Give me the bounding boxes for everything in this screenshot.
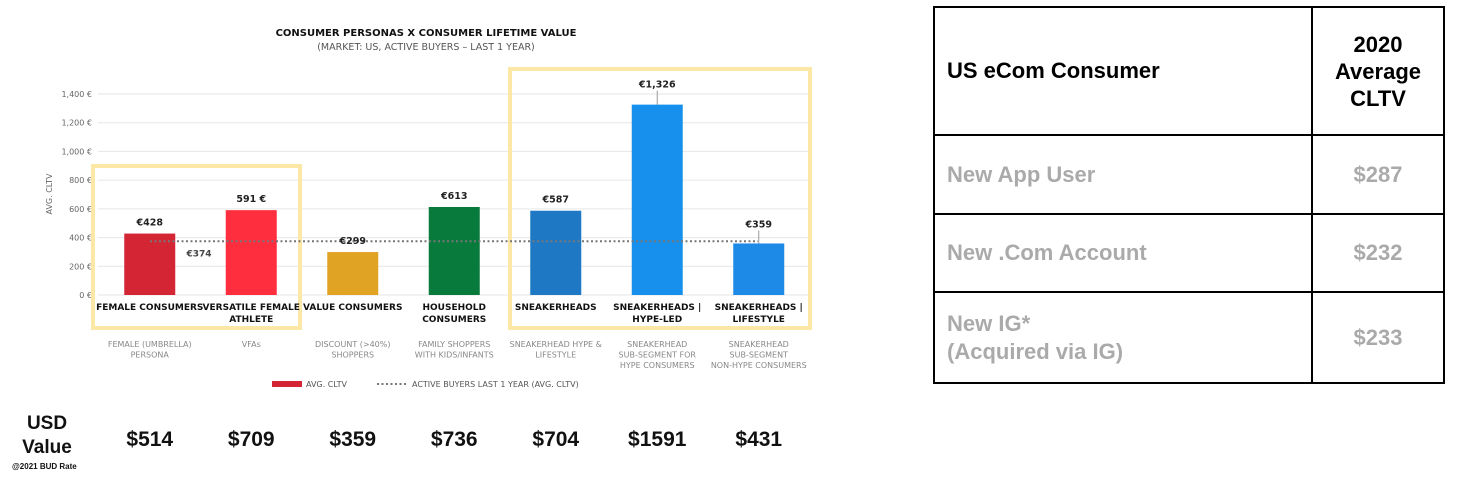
highlight-box-female — [91, 164, 302, 330]
chart-subtitle: (MARKET: US, ACTIVE BUYERS – LAST 1 YEAR… — [317, 42, 535, 53]
y-tick-label: 400 € — [69, 234, 92, 243]
usd-value-title: USD Value — [14, 412, 80, 460]
bar — [225, 210, 277, 295]
y-axis-label: AVG. CLTV — [45, 173, 54, 215]
row-label: New App User — [933, 134, 1313, 215]
table-row: New App User $287 — [933, 134, 1445, 215]
y-tick-label: 1,000 € — [61, 147, 92, 156]
table-header-label: US eCom Consumer — [933, 6, 1313, 136]
bar — [733, 243, 785, 295]
x-sub-label: NON-HYPE CONSUMERS — [711, 361, 807, 370]
x-tick-label: VERSATILE FEMALE — [203, 303, 300, 313]
header-value-line1: 2020 — [1353, 31, 1403, 57]
highlight-box-sneakerheads — [508, 67, 812, 330]
y-tick-label: 1,400 € — [61, 90, 92, 99]
x-sub-label: SUB-SEGMENT — [730, 351, 789, 360]
bar — [530, 210, 582, 295]
bar-value-label: €359 — [745, 219, 772, 230]
x-tick-label: HOUSEHOLD — [422, 303, 486, 313]
x-sub-label: SNEAKERHEAD HYPE & — [510, 340, 602, 349]
x-tick-label: SNEAKERHEADS | — [613, 303, 701, 313]
header-value-line3: CLTV — [1350, 85, 1406, 111]
y-tick-label: 0 € — [79, 291, 92, 300]
row-value: $232 — [1311, 213, 1445, 293]
highlight-boxes — [91, 67, 812, 330]
row-value: $287 — [1311, 134, 1445, 215]
row-label-line1: New IG* — [947, 310, 1031, 336]
reference-line-label: €374 — [185, 249, 211, 259]
y-tick-label: 600 € — [69, 205, 92, 214]
x-sub-label: HYPE CONSUMERS — [620, 361, 695, 370]
x-sub-label: WITH KIDS/INFANTS — [415, 351, 494, 360]
usd-rate-note: @2021 BUD Rate — [12, 462, 77, 471]
chart-title: CONSUMER PERSONAS X CONSUMER LIFETIME VA… — [276, 28, 577, 39]
table-header-value: 2020 Average CLTV — [1311, 6, 1445, 136]
bar — [327, 252, 379, 295]
legend-swatch-avg-cltv — [272, 381, 302, 387]
bar-value-label: €587 — [542, 195, 569, 206]
x-sub-label: SNEAKERHEAD — [627, 340, 687, 349]
x-sub-label: VFAs — [242, 340, 261, 349]
cltv-bar-chart: CONSUMER PERSONAS X CONSUMER LIFETIME VA… — [45, 28, 812, 389]
x-sub-label: SUB-SEGMENT FOR — [619, 351, 697, 360]
y-tick-label: 200 € — [69, 262, 92, 271]
x-sub-label: PERSONA — [131, 351, 170, 360]
table-row: New IG* (Acquired via IG) $233 — [933, 291, 1445, 384]
usd-title-line1: USD — [26, 413, 68, 434]
usd-value: $359 — [329, 428, 377, 451]
x-sub-label: FEMALE (UMBRELLA) — [108, 340, 192, 349]
table-row: New .Com Account $232 — [933, 213, 1445, 293]
legend-label-active-buyers: ACTIVE BUYERS LAST 1 YEAR (AVG. CLTV) — [412, 380, 579, 389]
bar — [631, 104, 683, 295]
usd-value: $431 — [735, 428, 783, 451]
y-tick-label: 800 € — [69, 176, 92, 185]
table-header-row: US eCom Consumer 2020 Average CLTV — [933, 6, 1445, 136]
header-value-line2: Average — [1334, 58, 1421, 84]
legend: AVG. CLTV ACTIVE BUYERS LAST 1 YEAR (AVG… — [272, 380, 579, 389]
usd-value: $1591 — [628, 428, 687, 451]
x-tick-label: LIFESTYLE — [733, 315, 785, 325]
row-label: New .Com Account — [933, 213, 1313, 293]
usd-value: $736 — [430, 428, 478, 451]
bars-layer — [124, 104, 785, 295]
bar-value-label: €299 — [339, 236, 366, 247]
usd-value: $514 — [126, 428, 174, 451]
x-sub-label: LIFESTYLE — [535, 351, 576, 360]
bar — [124, 233, 176, 295]
usd-title-line2: Value — [22, 437, 72, 458]
x-sub-label: SHOPPERS — [331, 351, 374, 360]
row-label-line2: (Acquired via IG) — [947, 338, 1124, 364]
labels-layer: €428 FEMALE CONSUMERS FEMALE (UMBRELLA) PER… — [96, 80, 807, 370]
x-tick-label: SNEAKERHEADS — [515, 303, 597, 313]
x-tick-label: HYPE-LED — [632, 315, 682, 325]
bar-value-label: 591 € — [236, 194, 266, 205]
x-sub-label: DISCOUNT (>40%) — [315, 340, 390, 349]
usd-value: $709 — [227, 428, 275, 451]
reference-line-layer: €374 — [150, 240, 758, 259]
x-sub-label: SNEAKERHEAD — [729, 340, 789, 349]
bar-value-label: €428 — [136, 218, 164, 229]
x-sub-label: FAMILY SHOPPERS — [418, 340, 490, 349]
bar-value-label: €613 — [440, 191, 467, 202]
row-value: $233 — [1311, 291, 1445, 384]
bar-value-label: €1,326 — [638, 80, 676, 91]
cltv-table: US eCom Consumer 2020 Average CLTV New A… — [933, 6, 1445, 384]
x-tick-label: SNEAKERHEADS | — [715, 303, 803, 313]
x-tick-label: VALUE CONSUMERS — [303, 303, 402, 313]
legend-label-avg-cltv: AVG. CLTV — [306, 380, 348, 389]
usd-value: $704 — [532, 428, 580, 451]
x-tick-label: FEMALE CONSUMERS — [96, 303, 203, 313]
y-tick-label: 1,200 € — [61, 119, 92, 128]
bar — [428, 206, 480, 295]
x-tick-label: CONSUMERS — [422, 315, 486, 325]
row-label: New IG* (Acquired via IG) — [933, 291, 1313, 384]
x-tick-label: ATHLETE — [229, 315, 273, 325]
